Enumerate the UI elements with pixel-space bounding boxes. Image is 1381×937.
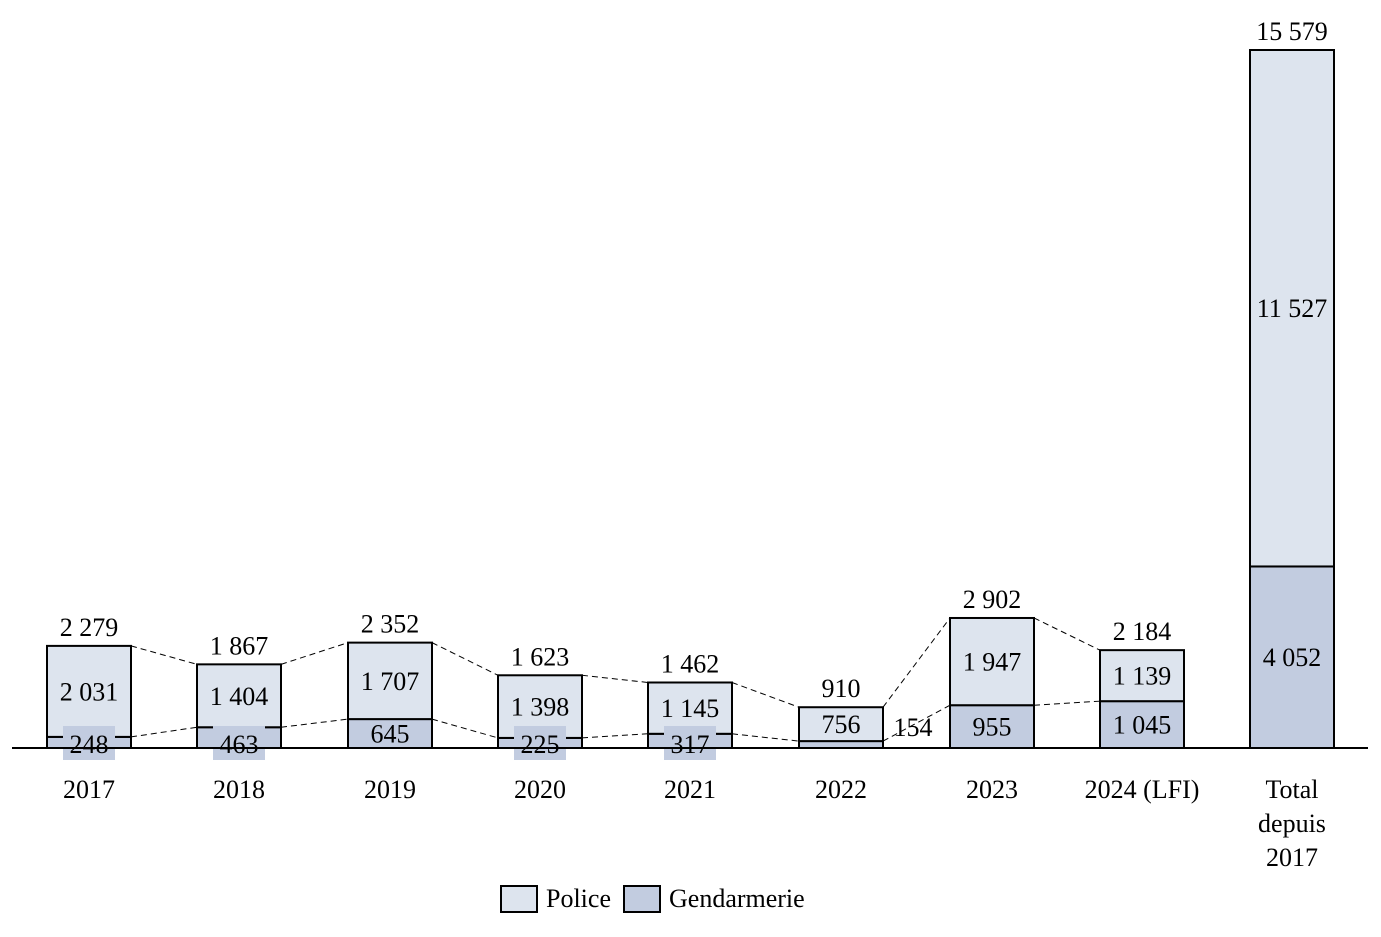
total-label: 2 184 bbox=[1113, 617, 1172, 646]
gendarmerie-connector-line bbox=[581, 733, 649, 739]
police-value-label: 2 031 bbox=[60, 677, 119, 706]
total-connector-line bbox=[882, 617, 951, 708]
gendarmerie-value-label: 225 bbox=[521, 730, 560, 759]
gendarmerie-connector-line bbox=[130, 726, 198, 738]
x-tick-label: 2017 bbox=[63, 775, 115, 804]
x-tick-label: 2023 bbox=[966, 775, 1018, 804]
bar-gendarmerie bbox=[798, 740, 884, 750]
police-value-label: 1 707 bbox=[361, 667, 420, 696]
gendarmerie-connector-line bbox=[1033, 700, 1101, 706]
total-label: 2 352 bbox=[361, 610, 420, 639]
police-value-label: 756 bbox=[822, 710, 861, 739]
legend: Police Gendarmerie bbox=[500, 884, 817, 914]
stacked-bar-chart: 2 279 2 031 248 2017 1 867 1 404 463 2018 2 352 1… bbox=[12, 17, 1368, 872]
police-value-label: 1 139 bbox=[1113, 662, 1172, 691]
bar-police bbox=[347, 641, 433, 721]
police-value-label: 1 404 bbox=[210, 682, 269, 711]
x-tick-label: 2019 bbox=[364, 775, 416, 804]
bar-police bbox=[798, 706, 884, 743]
x-tick-label: 2021 bbox=[664, 775, 716, 804]
gendarmerie-value-label: 1 045 bbox=[1113, 711, 1172, 740]
police-value-label: 1 145 bbox=[661, 694, 720, 723]
gendarmerie-connector-line bbox=[280, 718, 349, 728]
gendarmerie-label-background bbox=[664, 726, 716, 760]
total-connector-line bbox=[581, 674, 649, 683]
legend-label-gendarmerie: Gendarmerie bbox=[669, 884, 805, 913]
total-label: 1 623 bbox=[511, 642, 570, 671]
total-connector-line bbox=[280, 642, 349, 665]
total-label: 2 902 bbox=[963, 585, 1022, 614]
bar-police bbox=[196, 663, 282, 729]
x-tick-label: 2024 (LFI) bbox=[1085, 775, 1200, 804]
total-label: 910 bbox=[822, 674, 861, 703]
gendarmerie-connector-line bbox=[431, 718, 499, 739]
x-tick-label: 2017 bbox=[1266, 843, 1318, 872]
gendarmerie-value-label: 248 bbox=[70, 730, 109, 759]
total-connector-line bbox=[431, 642, 499, 676]
gendarmerie-value-label: 317 bbox=[671, 730, 710, 759]
gendarmerie-value-label: 154 bbox=[894, 713, 933, 742]
gendarmerie-connector-line bbox=[731, 733, 800, 742]
bar-police bbox=[1249, 49, 1335, 568]
legend-item-police: Police bbox=[500, 884, 611, 914]
bar-police bbox=[949, 616, 1035, 707]
total-label: 15 579 bbox=[1256, 17, 1328, 46]
gendarmerie-value-label: 645 bbox=[371, 720, 410, 749]
total-label: 1 462 bbox=[661, 649, 720, 678]
gendarmerie-label-background bbox=[514, 726, 566, 760]
police-value-label: 11 527 bbox=[1257, 294, 1328, 323]
x-tick-label: Total bbox=[1265, 775, 1318, 804]
legend-item-gendarmerie: Gendarmerie bbox=[623, 884, 805, 914]
gendarmerie-value-label: 955 bbox=[973, 713, 1012, 742]
total-connector-line bbox=[130, 645, 198, 665]
bar-gendarmerie bbox=[1249, 565, 1335, 749]
x-tick-label: 2018 bbox=[213, 775, 265, 804]
police-value-label: 1 947 bbox=[963, 648, 1022, 677]
gendarmerie-connector-line bbox=[882, 704, 951, 742]
bar-police bbox=[46, 644, 132, 738]
x-tick-label: 2020 bbox=[514, 775, 566, 804]
gendarmerie-label-background bbox=[63, 726, 115, 760]
total-label: 2 279 bbox=[60, 613, 119, 642]
total-connector-line bbox=[731, 682, 800, 708]
total-label: 1 867 bbox=[210, 631, 269, 660]
legend-label-police: Police bbox=[546, 884, 611, 913]
gendarmerie-value-label: 4 052 bbox=[1263, 643, 1322, 672]
legend-swatch-police bbox=[500, 885, 538, 913]
gendarmerie-value-label: 463 bbox=[220, 730, 259, 759]
total-connector-line bbox=[1033, 617, 1101, 651]
bar-police bbox=[1099, 649, 1185, 703]
gendarmerie-label-background bbox=[213, 726, 265, 760]
legend-swatch-gendarmerie bbox=[623, 885, 661, 913]
x-tick-label: depuis bbox=[1258, 809, 1326, 838]
x-tick-label: 2022 bbox=[815, 775, 867, 804]
police-value-label: 1 398 bbox=[511, 693, 570, 722]
